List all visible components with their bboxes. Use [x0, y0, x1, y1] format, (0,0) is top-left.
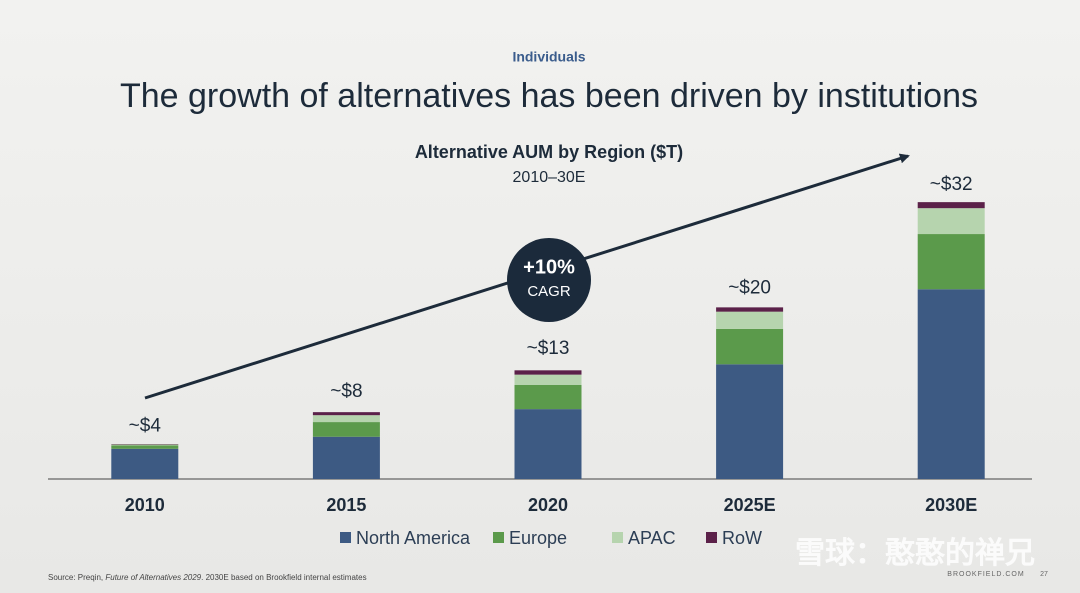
bar-segment: [716, 311, 784, 329]
legend-swatch: [340, 532, 351, 543]
bar-segment: [917, 289, 985, 479]
bar-segment: [917, 202, 985, 209]
bar-segment: [716, 364, 784, 479]
source-suffix: . 2030E based on Brookfield internal est…: [201, 573, 366, 582]
source-prefix: Source: Preqin,: [48, 573, 105, 582]
cagr-badge: [507, 238, 591, 322]
bar-segment: [514, 374, 582, 385]
bar-segment: [917, 208, 985, 235]
legend-label: North America: [356, 528, 471, 548]
kicker: Individuals: [512, 49, 585, 65]
bar-segment: [312, 422, 380, 437]
chart-title: Alternative AUM by Region ($T): [415, 142, 683, 162]
bar-segment: [312, 436, 380, 479]
x-tick-label: 2010: [125, 495, 165, 515]
x-tick-label: 2020: [528, 495, 568, 515]
total-label: ~$4: [129, 416, 162, 437]
legend-swatch: [612, 532, 623, 543]
x-tick-label: 2015: [326, 495, 366, 515]
legend-label: APAC: [628, 528, 676, 548]
chart-subtitle: 2010–30E: [513, 169, 586, 186]
page-number: 27: [1040, 571, 1048, 578]
legend-label: RoW: [722, 528, 762, 548]
bar-segment: [312, 415, 380, 423]
source: Source: Preqin, Future of Alternatives 2…: [48, 573, 367, 582]
legend-label: Europe: [509, 528, 567, 548]
cagr-value: +10%: [523, 256, 575, 278]
legend-swatch: [706, 532, 717, 543]
headline: The growth of alternatives has been driv…: [120, 77, 978, 115]
x-tick-label: 2025E: [724, 495, 776, 515]
total-label: ~$13: [527, 338, 570, 359]
bar-segment: [716, 328, 784, 365]
bar-segment: [716, 307, 784, 312]
total-label: ~$8: [330, 381, 362, 402]
x-tick-label: 2030E: [925, 495, 977, 515]
bar-segment: [312, 412, 380, 416]
bar-segment: [111, 448, 179, 479]
cagr-label: CAGR: [527, 283, 571, 300]
watermark: 雪球：憨憨的禅兄: [795, 537, 1035, 570]
bar-segment: [514, 409, 582, 479]
bar-segment: [514, 384, 582, 410]
source-italic: Future of Alternatives 2029: [105, 573, 201, 582]
bar-segment: [514, 370, 582, 375]
bar-segment: [917, 234, 985, 290]
bar-segment: [111, 444, 179, 446]
total-label: ~$32: [930, 174, 973, 195]
site: BROOKFIELD.COM: [947, 571, 1024, 578]
legend-swatch: [493, 532, 504, 543]
total-label: ~$20: [728, 278, 771, 299]
bar-segment: [111, 445, 179, 449]
